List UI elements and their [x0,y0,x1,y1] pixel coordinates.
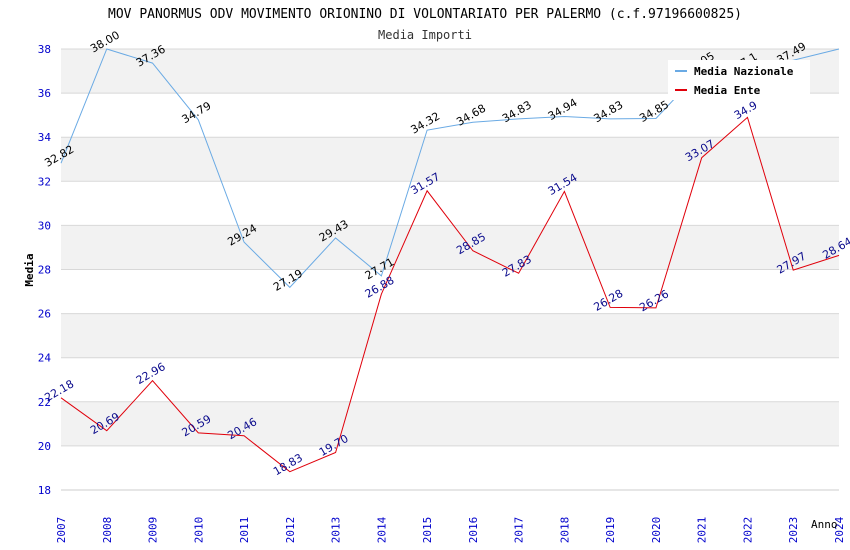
grid-band [61,401,839,446]
y-tick-label: 30 [38,219,51,232]
x-tick-label: 2015 [421,517,434,544]
x-tick-label: 2014 [375,516,388,543]
x-tick-label: 2007 [55,517,68,544]
y-tick-label: 20 [38,440,51,453]
x-tick-label: 2012 [284,517,297,544]
x-tick-label: 2019 [604,517,617,544]
x-tick-label: 2023 [787,517,800,544]
chart-title: MOV PANORMUS ODV MOVIMENTO ORIONINO DI V… [108,7,742,22]
legend-box [668,60,810,100]
data-label: 34.83 [500,98,534,125]
y-tick-label: 36 [38,87,51,100]
data-label: 22.18 [42,377,76,404]
y-tick-label: 24 [38,352,52,365]
x-tick-label: 2020 [650,517,663,544]
x-tick-label: 2010 [192,517,205,544]
grid-band [61,313,839,358]
y-tick-label: 26 [38,308,51,321]
legend-label: Media Ente [694,84,761,97]
data-label: 26.26 [637,287,671,314]
x-tick-label: 2013 [330,517,343,544]
grid-band [61,225,839,270]
data-label: 34.68 [454,102,488,129]
x-tick-label: 2018 [558,517,571,544]
x-tick-label: 2008 [101,517,114,544]
y-tick-label: 34 [38,131,52,144]
x-tick-label: 2017 [513,517,526,544]
chart-subtitle: Media Importi [378,28,472,42]
data-label: 34.85 [637,98,671,125]
x-tick-label: 2016 [467,517,480,544]
data-label: 34.94 [546,96,580,123]
x-tick-label: 2021 [696,517,709,544]
grid-band [61,137,839,182]
legend-label: Media Nazionale [694,65,794,78]
x-tick-label: 2011 [238,517,251,544]
data-label: 34.32 [408,110,442,137]
y-tick-label: 38 [38,43,51,56]
x-tick-label: 2024 [833,516,846,543]
y-axis-label: Media [23,253,36,286]
y-tick-label: 22 [38,396,51,409]
series-line-1 [60,116,840,473]
data-label: 27.19 [271,267,305,294]
x-tick-label: 2022 [741,517,754,544]
x-axis-label: Anno [811,518,838,531]
y-tick-label: 28 [38,264,51,277]
data-label: 18.83 [271,451,305,478]
y-tick-label: 32 [38,175,51,188]
x-tick-label: 2009 [147,517,160,544]
y-tick-label: 18 [38,484,51,497]
data-label: 26.28 [592,287,626,314]
data-label: 34.83 [592,98,626,125]
